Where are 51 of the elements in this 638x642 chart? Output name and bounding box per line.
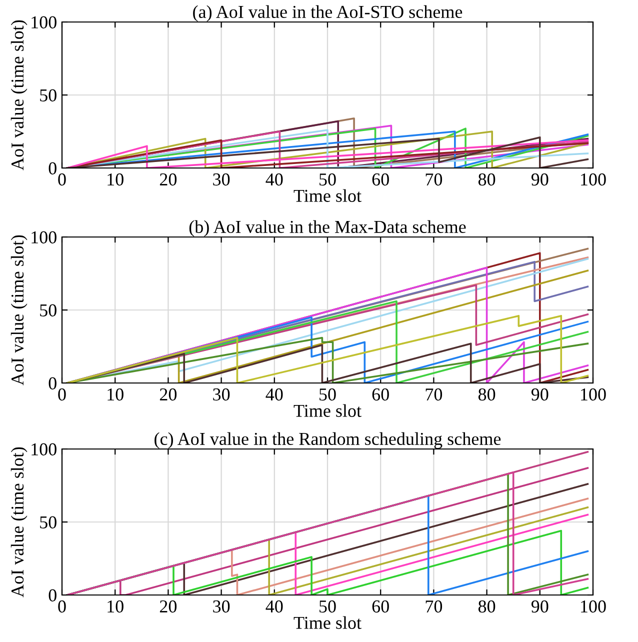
- x-tick-label: 100: [581, 600, 606, 613]
- x-tick-label: 70: [426, 388, 442, 401]
- x-tick-label: 30: [213, 600, 230, 613]
- x-tick-label: 20: [160, 600, 177, 613]
- x-tick-label: 80: [478, 600, 496, 613]
- chart-title: (b) AoI value in the Max-Data scheme: [189, 220, 466, 237]
- y-tick-label: 100: [32, 231, 56, 244]
- x-tick-label: 50: [320, 388, 336, 401]
- x-tick-label: 30: [213, 173, 230, 186]
- x-tick-label: 90: [531, 388, 548, 401]
- x-axis-title: Time slot: [294, 189, 362, 202]
- y-tick-label: 100: [32, 443, 56, 456]
- x-axis-title: Time slot: [294, 404, 362, 417]
- x-tick-label: 60: [372, 388, 389, 401]
- y-tick-label: 0: [48, 377, 56, 390]
- x-tick-label: 100: [581, 173, 606, 186]
- y-tick-label: 50: [40, 89, 56, 102]
- x-tick-label: 30: [213, 388, 230, 401]
- x-tick-label: 40: [266, 600, 283, 613]
- y-tick-label: 0: [48, 162, 56, 174]
- x-tick-label: 10: [108, 600, 124, 613]
- x-tick-label: 10: [108, 388, 124, 401]
- y-axis-title: AoI value (time slot): [10, 447, 28, 598]
- x-tick-label: 20: [160, 388, 177, 401]
- x-tick-label: 40: [266, 388, 283, 401]
- y-tick-label: 50: [40, 516, 56, 528]
- y-tick-label: 100: [32, 16, 56, 28]
- x-tick-label: 90: [531, 173, 548, 186]
- x-tick-label: 50: [320, 600, 336, 613]
- x-tick-label: 10: [108, 173, 124, 186]
- x-tick-label: 70: [426, 173, 442, 186]
- x-tick-label: 80: [478, 388, 496, 401]
- x-tick-label: 100: [581, 388, 606, 401]
- y-tick-label: 0: [48, 589, 56, 602]
- chart-title: (a) AoI value in the AoI-STO scheme: [193, 5, 462, 22]
- x-tick-label: 50: [320, 173, 336, 186]
- x-tick-label: 60: [372, 173, 389, 186]
- x-tick-label: 40: [266, 173, 283, 186]
- chart-title: (c) AoI value in the Random scheduling scheme: [154, 432, 501, 449]
- x-tick-label: 80: [478, 173, 496, 186]
- y-axis-title: AoI value (time slot): [10, 235, 28, 386]
- x-tick-label: 20: [160, 173, 177, 186]
- x-tick-label: 0: [58, 173, 66, 186]
- y-tick-label: 50: [40, 304, 56, 316]
- x-tick-label: 90: [531, 600, 548, 613]
- x-tick-label: 70: [426, 600, 442, 613]
- x-axis-title: Time slot: [294, 616, 362, 629]
- x-tick-label: 0: [58, 388, 66, 401]
- x-tick-label: 60: [372, 600, 389, 613]
- y-axis-title: AoI value (time slot): [10, 20, 28, 170]
- x-tick-label: 0: [58, 600, 66, 613]
